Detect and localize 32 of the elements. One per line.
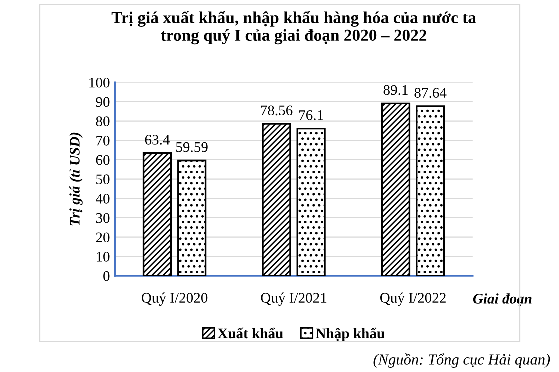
text: (Nguồn: Tổng cục Hải quan) xyxy=(374,354,550,368)
bar xyxy=(178,160,207,276)
x-tick-label: Quý I/2022 xyxy=(380,292,446,306)
y-axis-title: Trị giá (tỉ USD) xyxy=(70,132,83,226)
data-label: 78.56 xyxy=(261,106,293,116)
x-axis-title: Giai đoạn xyxy=(473,294,532,307)
y-tick-label: 20 xyxy=(96,232,110,243)
data-label: 89.1 xyxy=(384,85,408,96)
bar xyxy=(381,102,411,276)
data-label: 59.59 xyxy=(176,142,208,152)
bar xyxy=(262,123,292,276)
y-tick-label: 90 xyxy=(96,97,110,108)
y-tick-label: 70 xyxy=(96,136,110,146)
bar xyxy=(142,152,172,276)
x-tick-label: Quý I/2021 xyxy=(261,292,327,306)
bar xyxy=(416,106,446,276)
chart-title: Trị giá xuất khẩu, nhập khẩu hàng hóa của nước ta trong quý I của giai đoạn 2020 – 2022 xyxy=(112,11,476,45)
data-label: 63.4 xyxy=(145,135,170,145)
legend-label: Nhập khẩu xyxy=(316,328,385,342)
y-tick-label: 10 xyxy=(96,252,110,262)
y-tick-label: 30 xyxy=(96,213,110,224)
y-tick-label: 0 xyxy=(104,271,110,282)
y-tick-label: 80 xyxy=(96,116,110,126)
data-label: 87.64 xyxy=(414,88,447,98)
y-tick-label: 40 xyxy=(96,194,110,204)
y-tick-label: 60 xyxy=(96,155,110,166)
y-tick-label: 50 xyxy=(96,174,110,185)
legend-label: Xuất khẩu xyxy=(218,328,284,339)
bar xyxy=(296,128,326,276)
x-tick-label: Quý I/2020 xyxy=(142,292,208,306)
y-tick-label: 100 xyxy=(90,78,110,88)
data-label: 76.1 xyxy=(300,110,324,120)
